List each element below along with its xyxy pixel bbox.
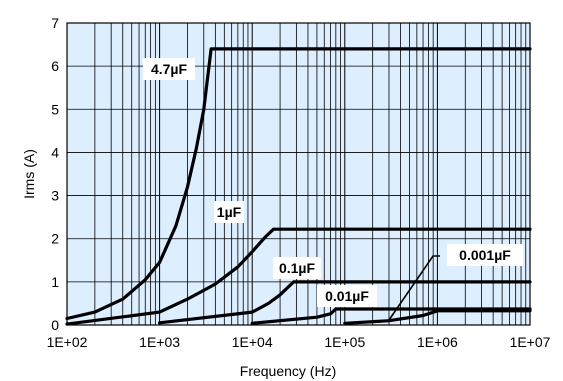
y-tick-label: 6 <box>51 58 59 74</box>
series-label-box <box>317 285 377 307</box>
series-line <box>158 280 532 325</box>
series-line <box>250 307 532 325</box>
y-tick-label: 4 <box>51 144 59 160</box>
x-tick-label: 1E+04 <box>232 334 273 350</box>
series-line <box>343 309 532 325</box>
series-label-leader <box>388 255 440 321</box>
series-layer <box>65 47 532 326</box>
series-label: 1µF <box>217 204 242 220</box>
series-label: 0.001µF <box>459 247 511 263</box>
series-label: 4.7µF <box>151 61 188 77</box>
x-tick-label: 1E+02 <box>47 334 88 350</box>
x-axis-label: Frequency (Hz) <box>240 363 336 379</box>
plot-frame <box>66 22 531 326</box>
y-tick-label: 7 <box>51 15 59 31</box>
series-label: 0.01µF <box>325 288 369 304</box>
series-labels: 4.7µF 1µF 0.1µF 0.01µF 0.001µF <box>143 58 523 321</box>
x-tick-label: 1E+05 <box>324 334 365 350</box>
y-tick-label: 0 <box>51 317 59 333</box>
y-axis-label: Irms (A) <box>21 149 37 199</box>
x-tick-label: 1E+07 <box>510 334 551 350</box>
series-label-box <box>214 201 244 223</box>
y-axis-ticks: 0 1 2 3 4 5 6 7 <box>51 15 59 333</box>
y-tick-label: 5 <box>51 101 59 117</box>
x-tick-label: 1E+06 <box>417 334 458 350</box>
series-line <box>65 227 532 326</box>
x-tick-label: 1E+03 <box>139 334 180 350</box>
series-label-box <box>143 58 195 80</box>
series-label-box <box>447 244 523 266</box>
y-tick-label: 1 <box>51 274 59 290</box>
series-line <box>65 47 532 321</box>
series-label-box <box>273 257 321 279</box>
series-label: 0.1µF <box>279 260 316 276</box>
plot-area <box>67 23 530 325</box>
y-tick-label: 3 <box>51 188 59 204</box>
y-tick-label: 2 <box>51 231 59 247</box>
x-axis-ticks: 1E+02 1E+03 1E+04 1E+05 1E+06 1E+07 <box>47 334 551 350</box>
